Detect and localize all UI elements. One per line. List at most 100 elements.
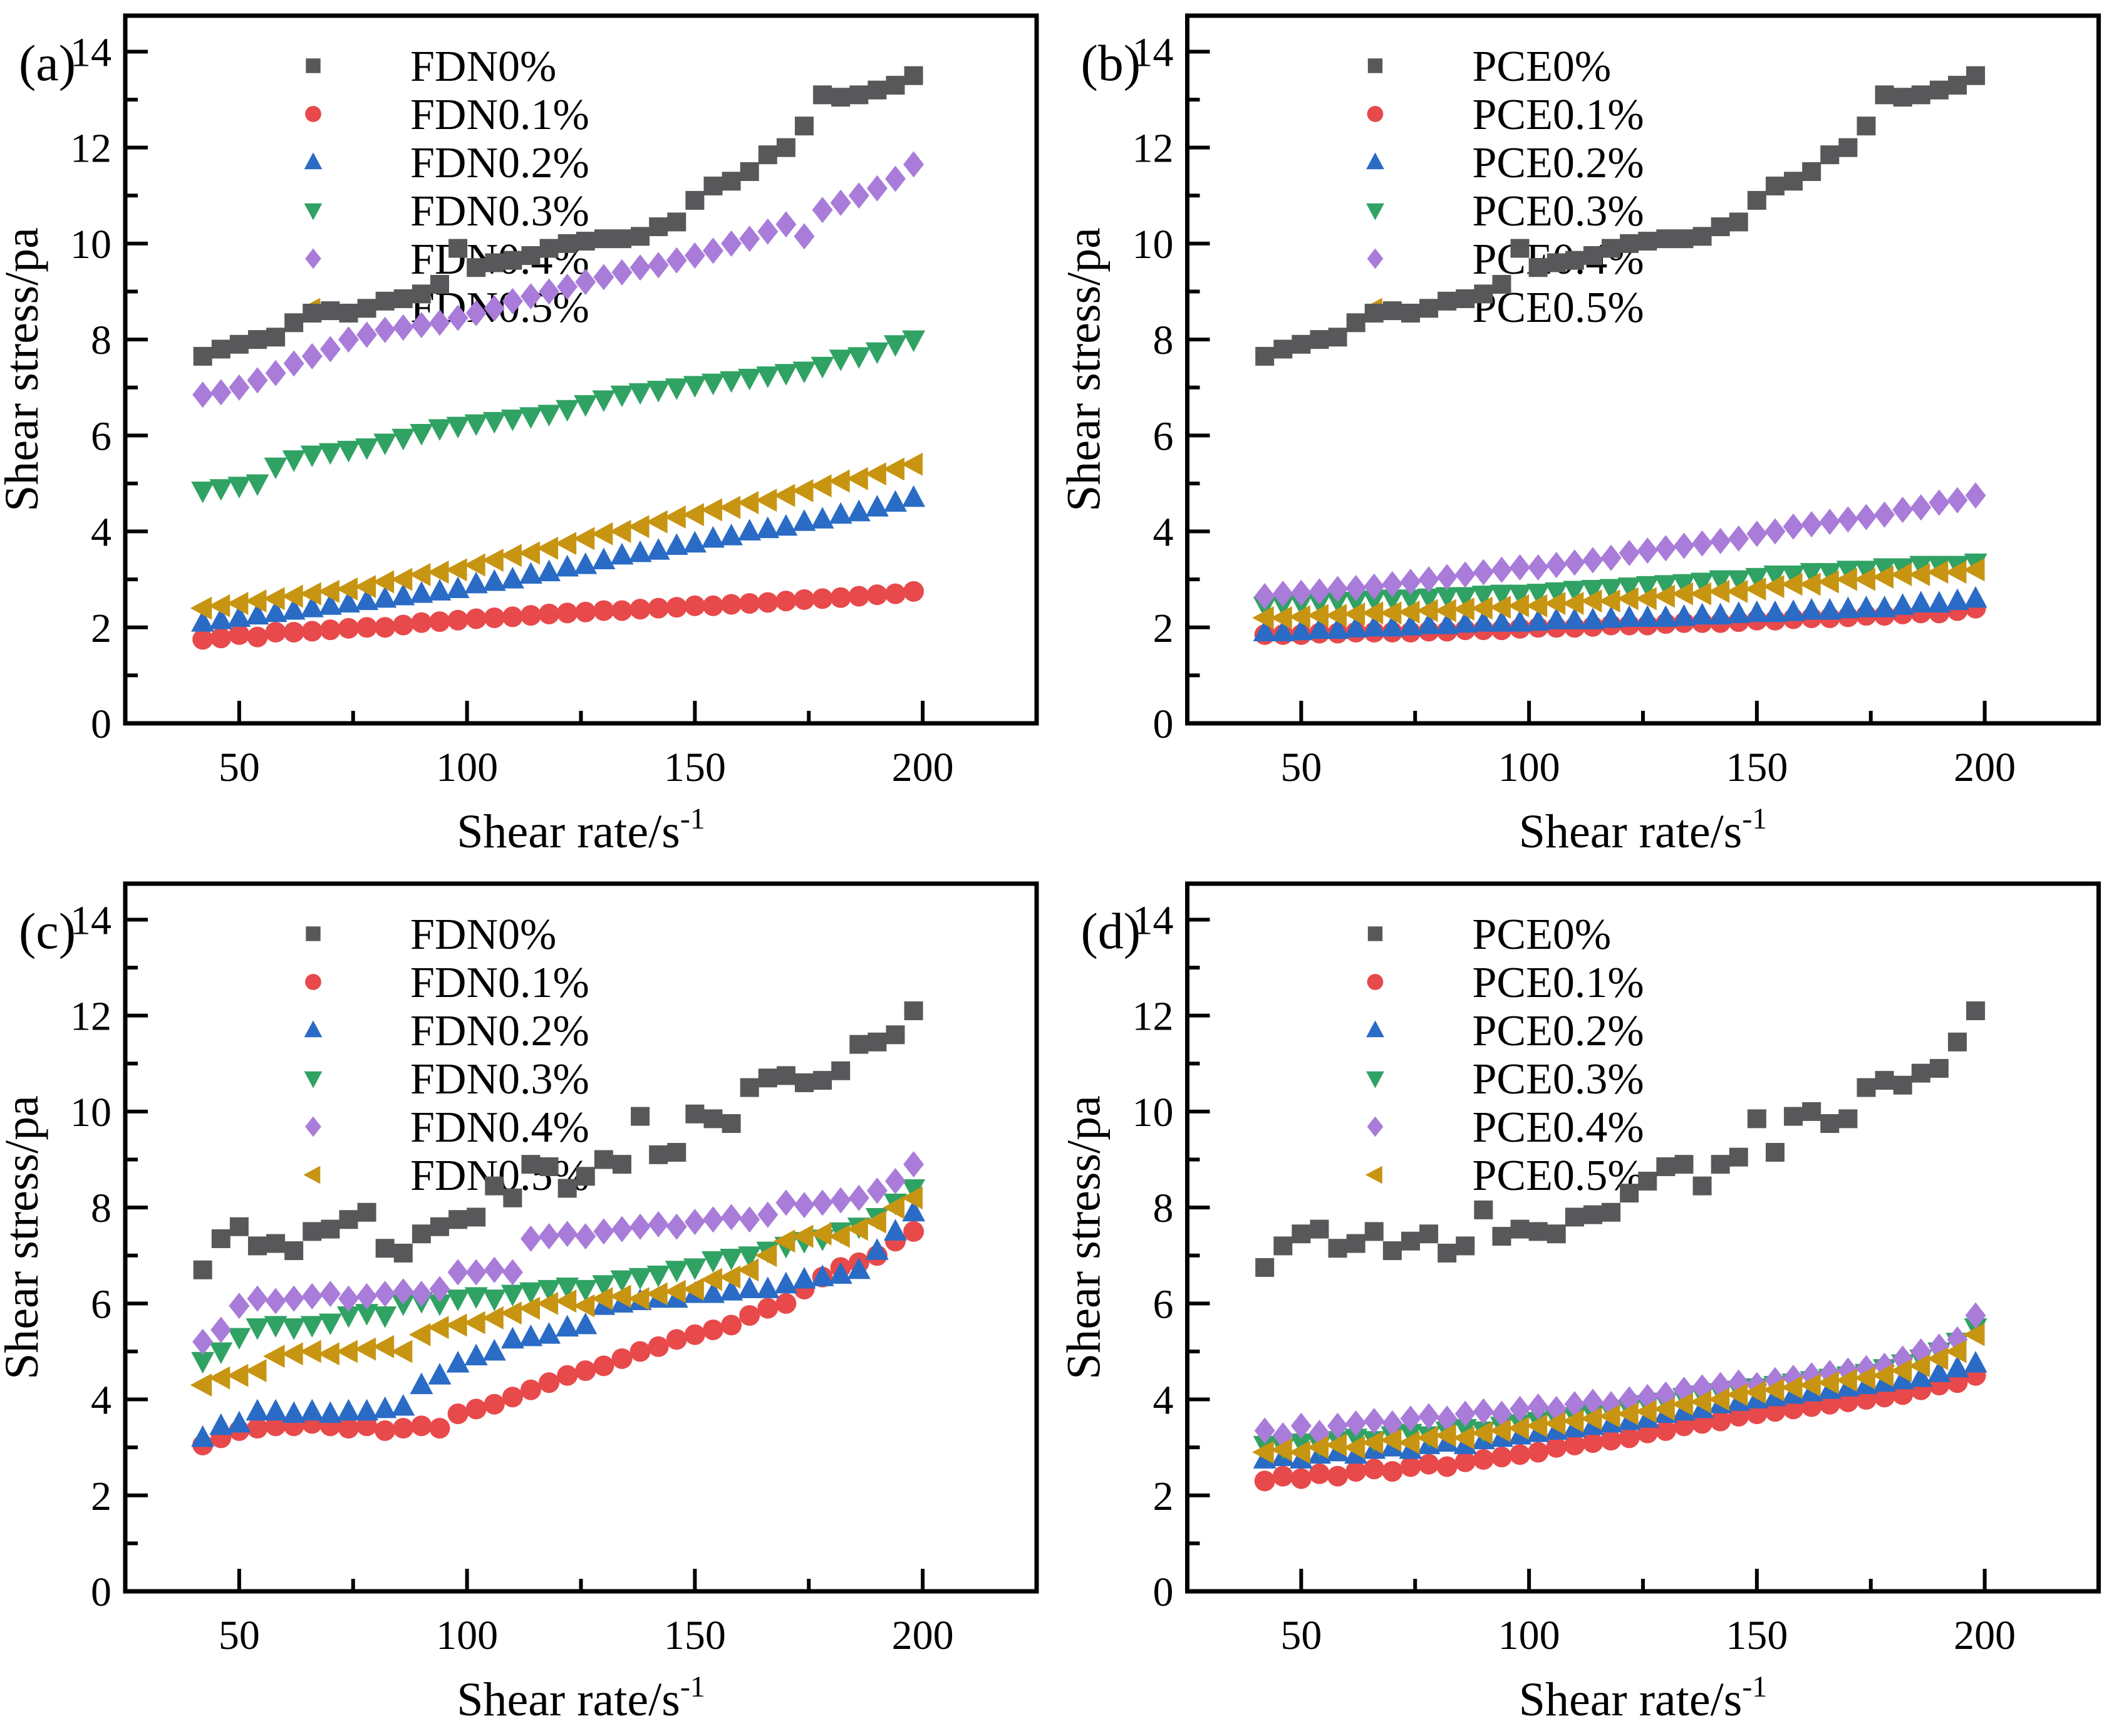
data-point-circle-icon xyxy=(1783,1398,1804,1420)
chart-b: 50 100 150 200 0 2 4 6 8 10 12 14 Shear rate/s-1 Shea… xyxy=(1062,13,2101,858)
data-point-circle-icon xyxy=(520,1379,541,1400)
data-point-circle-icon xyxy=(1327,1465,1349,1487)
data-point-square-icon xyxy=(503,251,522,270)
data-point-triangle-up-icon xyxy=(519,562,542,584)
data-point-triangle-up-icon xyxy=(282,597,306,620)
data-point-triangle-left-icon xyxy=(390,1340,413,1363)
data-point-triangle-up-icon xyxy=(738,1276,762,1298)
data-point-triangle-up-icon xyxy=(1927,1360,1951,1382)
data-point-circle-icon xyxy=(1290,1468,1312,1489)
data-point-circle-icon xyxy=(447,1403,469,1425)
data-point-square-icon xyxy=(1565,1207,1584,1227)
data-point-square-icon xyxy=(1328,1239,1347,1258)
data-point-triangle-up-icon xyxy=(391,1394,415,1416)
data-point-triangle-left-icon xyxy=(1853,567,1875,591)
data-point-square-icon xyxy=(1656,229,1676,249)
data-point-triangle-up-icon xyxy=(865,495,889,517)
y-tick-label: 2 xyxy=(1153,606,1174,651)
data-point-triangle-up-icon xyxy=(883,1219,907,1241)
panel-d: 50 100 150 200 0 2 4 6 8 10 12 14 Shear rate/s-1 Shea… xyxy=(1062,868,2124,1736)
data-point-triangle-left-icon xyxy=(1726,579,1748,603)
data-point-triangle-up-icon xyxy=(1563,607,1587,629)
data-point-triangle-left-icon xyxy=(464,1311,485,1335)
data-point-square-icon xyxy=(1857,1078,1876,1097)
data-point-diamond-icon xyxy=(1692,530,1713,557)
data-point-diamond-icon xyxy=(1382,1410,1403,1437)
legend-item: FDN0% xyxy=(306,43,556,91)
data-point-square-icon xyxy=(1310,330,1329,349)
data-point-triangle-left-icon xyxy=(1434,1423,1456,1447)
data-point-triangle-left-icon xyxy=(1343,602,1365,626)
data-point-diamond-icon xyxy=(812,1189,833,1216)
legend-marker-triangle-up-icon xyxy=(304,1020,323,1038)
data-point-triangle-up-icon xyxy=(1545,607,1568,629)
y-tick-label: 10 xyxy=(1132,1090,1174,1135)
data-point-circle-icon xyxy=(775,1293,797,1314)
data-point-diamond-icon xyxy=(429,309,450,336)
data-point-triangle-up-icon xyxy=(556,555,579,577)
data-point-diamond-icon xyxy=(1491,1400,1512,1427)
legend-item: FDN0.1% xyxy=(305,959,589,1007)
data-point-triangle-left-icon xyxy=(1944,1340,1967,1363)
data-point-square-icon xyxy=(740,162,759,181)
data-point-triangle-down-icon xyxy=(1399,589,1422,611)
data-point-diamond-icon xyxy=(684,242,705,269)
data-point-diamond-icon xyxy=(666,1213,687,1240)
legend-item: PCE0.4% xyxy=(1367,1103,1644,1152)
data-point-triangle-down-icon xyxy=(701,373,725,396)
data-point-diamond-icon xyxy=(629,254,651,281)
data-point-triangle-up-icon xyxy=(1417,612,1441,634)
data-point-square-icon xyxy=(1292,334,1311,354)
data-point-square-icon xyxy=(375,1239,395,1258)
data-point-triangle-left-icon xyxy=(263,587,285,611)
data-point-square-icon xyxy=(1674,1155,1694,1174)
data-point-triangle-down-icon xyxy=(720,1249,743,1271)
data-point-triangle-up-icon xyxy=(865,1238,889,1260)
legend-label: FDN0.3% xyxy=(410,1055,589,1103)
data-point-square-icon xyxy=(1510,239,1530,258)
data-point-triangle-up-icon xyxy=(1891,1367,1915,1390)
data-point-circle-icon xyxy=(848,586,869,607)
data-point-diamond-icon xyxy=(575,269,596,296)
data-point-triangle-down-icon xyxy=(883,335,907,357)
data-point-circle-icon xyxy=(721,594,742,615)
data-point-circle-icon xyxy=(1837,1391,1858,1412)
data-point-circle-icon xyxy=(1528,1442,1549,1463)
legend-item: PCE0.2% xyxy=(1366,139,1644,187)
data-point-triangle-left-icon xyxy=(755,488,777,512)
data-point-diamond-icon xyxy=(1364,1408,1385,1435)
data-point-triangle-up-icon xyxy=(720,524,743,545)
data-point-triangle-down-icon xyxy=(574,395,598,417)
data-point-square-icon xyxy=(211,1229,231,1248)
data-point-triangle-left-icon xyxy=(281,1342,303,1366)
data-point-triangle-left-icon xyxy=(901,1186,923,1210)
data-point-triangle-left-icon xyxy=(226,1363,249,1387)
data-point-triangle-left-icon xyxy=(773,483,795,507)
data-point-square-icon xyxy=(685,190,705,210)
legend-marker-triangle-down-icon xyxy=(304,1071,323,1088)
y-axis-title: Shear stress/pa xyxy=(1062,227,1111,512)
data-point-diamond-icon xyxy=(593,1218,614,1245)
data-point-triangle-down-icon xyxy=(410,424,433,446)
data-point-circle-icon xyxy=(229,624,250,645)
data-point-square-icon xyxy=(813,1071,832,1090)
data-point-triangle-left-icon xyxy=(1598,1404,1620,1428)
y-tick-label: 8 xyxy=(91,318,111,363)
data-point-square-icon xyxy=(1346,313,1365,333)
data-point-triangle-left-icon xyxy=(572,1294,595,1318)
data-point-triangle-left-icon xyxy=(208,1366,231,1390)
data-point-square-icon xyxy=(303,1222,322,1241)
data-point-circle-icon xyxy=(702,1319,723,1340)
data-point-triangle-left-icon xyxy=(1781,572,1803,596)
data-point-circle-icon xyxy=(1436,1456,1458,1477)
data-point-triangle-left-icon xyxy=(554,532,577,555)
data-point-triangle-left-icon xyxy=(299,1340,321,1363)
data-point-square-icon xyxy=(1510,1219,1530,1239)
data-point-diamond-icon xyxy=(1582,1388,1603,1415)
data-point-triangle-left-icon xyxy=(1653,1397,1675,1421)
data-point-triangle-up-icon xyxy=(756,1276,780,1298)
data-point-diamond-icon xyxy=(1254,582,1275,609)
panel-tag: (c) xyxy=(19,902,76,959)
data-point-diamond-icon xyxy=(465,1259,487,1286)
series-points xyxy=(193,66,923,366)
